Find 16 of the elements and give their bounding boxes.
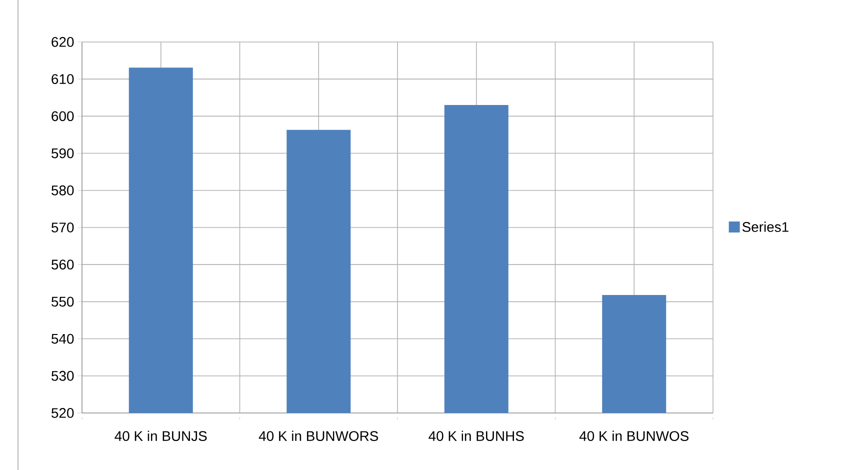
legend-label: Series1	[742, 222, 788, 232]
y-tick-label: 590	[52, 148, 74, 158]
y-tick-label: 560	[52, 260, 74, 270]
y-tick-label: 550	[52, 296, 74, 307]
x-tick-label: 40 K in BUNJS	[114, 430, 207, 442]
y-tick-label: 610	[52, 74, 74, 84]
y-tick-label: 580	[52, 185, 74, 196]
y-tick-label: 570	[52, 222, 74, 232]
y-tick-label: 530	[52, 370, 74, 381]
y-tick-label: 540	[52, 334, 74, 344]
y-tick-label: 620	[52, 37, 74, 47]
y-tick-label: 520	[52, 408, 74, 418]
x-tick-label: 40 K in BUNWORS	[258, 430, 378, 442]
y-tick-label: 600	[52, 111, 74, 122]
x-tick-label: 40 K in BUNWOS	[579, 430, 689, 442]
x-tick-label: 40 K in BUNHS	[428, 430, 524, 442]
